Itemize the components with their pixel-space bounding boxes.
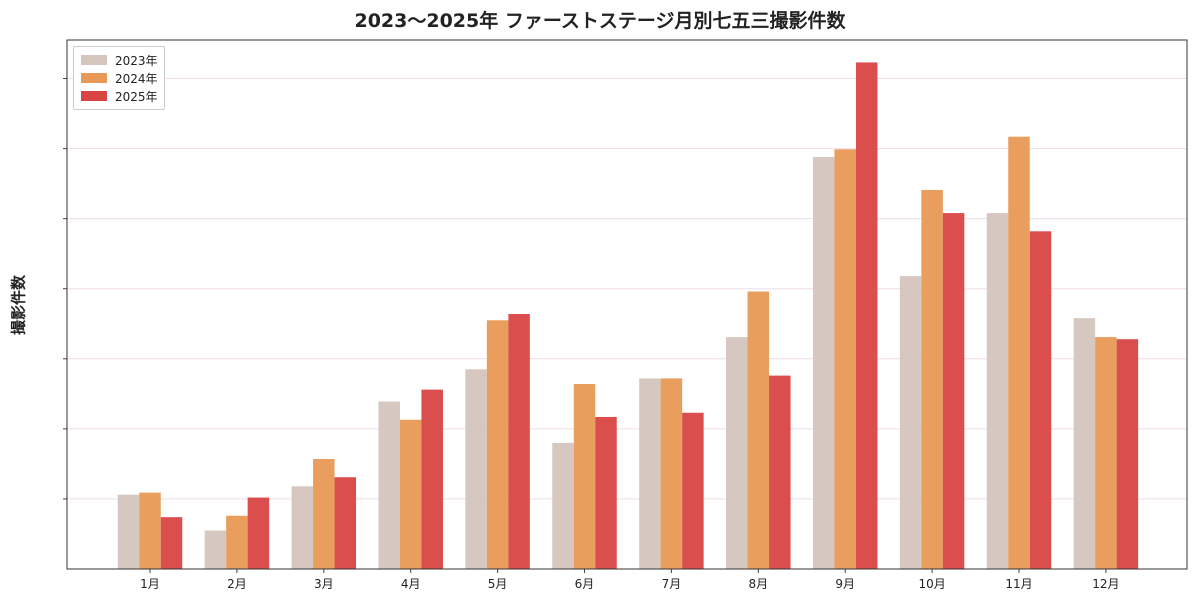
bar-2025 <box>942 213 965 569</box>
bar-2025 <box>769 375 791 569</box>
bar-2023 <box>117 494 140 569</box>
legend-swatch-2024 <box>81 73 107 83</box>
legend-item-2024: 2024年 <box>81 69 158 87</box>
bar-2023 <box>378 401 400 569</box>
bar-2025 <box>595 416 617 569</box>
bar-2024 <box>486 320 509 569</box>
bar-2023 <box>986 213 1009 569</box>
bar-2025 <box>682 412 704 569</box>
bar-2025 <box>160 517 183 569</box>
x-tick-label: 10月 <box>918 577 945 591</box>
bar-2024 <box>660 378 683 569</box>
bar-2025 <box>1116 339 1139 569</box>
bar-2023 <box>552 442 574 569</box>
bar-2024 <box>921 189 943 570</box>
plot-frame <box>66 39 1188 570</box>
x-tick-label: 8月 <box>748 577 768 591</box>
legend-label-2024: 2024年 <box>115 71 158 86</box>
legend-swatch-2025 <box>81 91 107 101</box>
bar-2024 <box>573 384 596 569</box>
chart-title: 2023〜2025年 ファーストステージ月別七五三撮影件数 <box>354 10 846 32</box>
x-tick-label: 12月 <box>1092 577 1119 591</box>
bar-2023 <box>639 378 661 569</box>
bar-2024 <box>226 515 248 569</box>
legend-label-2023: 2023年 <box>115 53 158 68</box>
bar-2025 <box>247 497 270 569</box>
bar-2024 <box>313 458 335 569</box>
bar-2023 <box>291 486 314 569</box>
x-tick-label: 1月 <box>140 577 160 591</box>
x-tick-label: 11月 <box>1005 577 1032 591</box>
x-tick-label: 2月 <box>227 577 247 591</box>
x-tick-label: 7月 <box>662 577 682 591</box>
bar-2023 <box>726 337 748 569</box>
bar-2024 <box>834 149 856 569</box>
bar-2024 <box>139 492 161 569</box>
bar-2024 <box>399 419 422 569</box>
bar-2023 <box>465 369 487 569</box>
bar-2025 <box>855 62 878 569</box>
bar-2024 <box>1008 136 1030 569</box>
bar-2025 <box>508 313 530 569</box>
bar-2023 <box>1073 318 1096 569</box>
x-tick-label: 3月 <box>314 577 334 591</box>
bar-2025 <box>421 389 443 569</box>
x-tick-label: 6月 <box>575 577 595 591</box>
bar-2024 <box>747 291 770 569</box>
x-tick-label: 5月 <box>488 577 508 591</box>
bar-2023 <box>812 157 835 569</box>
legend-label-2025: 2025年 <box>115 89 158 104</box>
x-tick-label: 4月 <box>401 577 421 591</box>
legend: 2023年 2024年 2025年 <box>73 46 165 110</box>
bar-2025 <box>1029 231 1052 569</box>
bar-2023 <box>899 276 922 569</box>
legend-swatch-2023 <box>81 55 107 65</box>
bar-2024 <box>1095 337 1117 569</box>
x-tick-label: 9月 <box>835 577 855 591</box>
bar-2023 <box>204 530 227 569</box>
bar-2025 <box>334 477 357 569</box>
legend-item-2023: 2023年 <box>81 51 158 69</box>
legend-item-2025: 2025年 <box>81 87 158 105</box>
